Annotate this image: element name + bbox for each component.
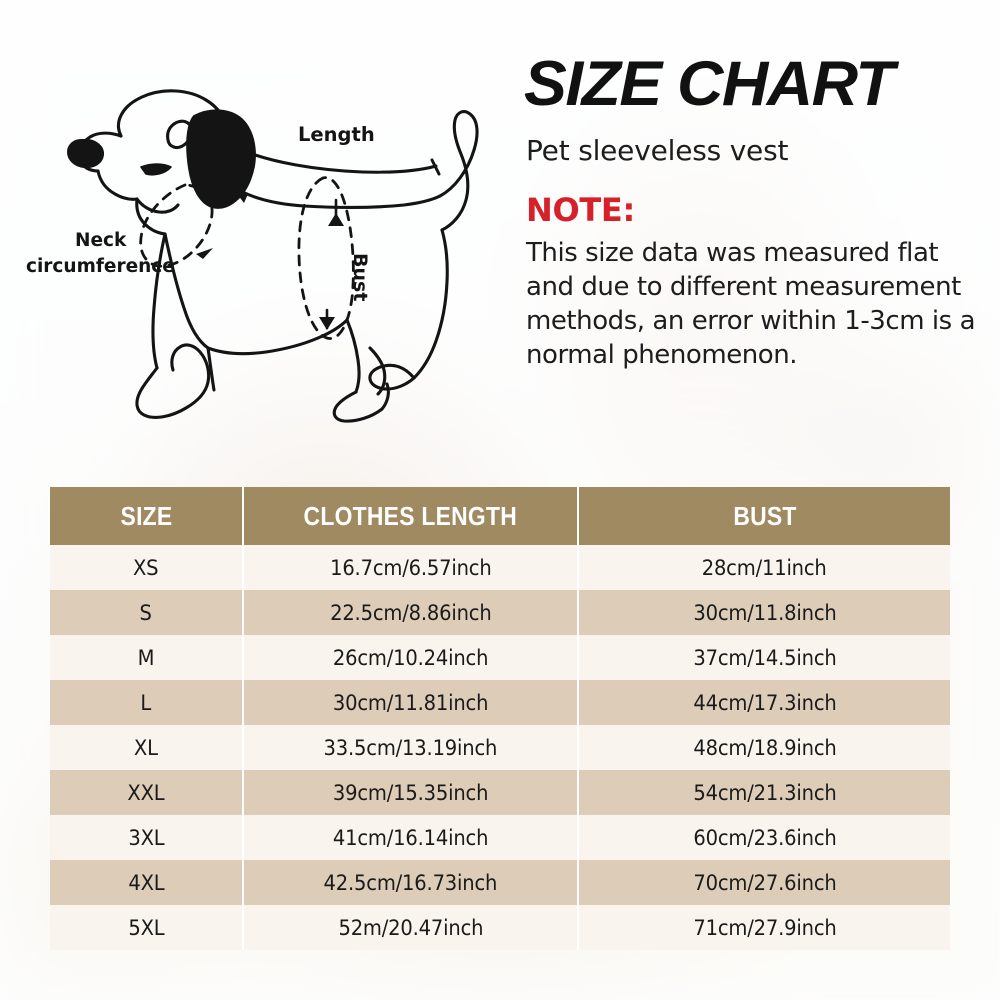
cell-size: M <box>50 635 244 680</box>
cell-clothes-length-text: 52m/20.47inch <box>338 915 483 940</box>
column-header-size-text: SIZE <box>120 500 172 531</box>
cell-clothes-length-text: 39cm/15.35inch <box>332 780 489 805</box>
cell-size: S <box>50 590 244 635</box>
cell-size: XXL <box>50 770 244 815</box>
cell-bust-text: 30cm/11.8inch <box>692 600 837 625</box>
cell-clothes-length: 42.5cm/16.73inch <box>243 860 579 905</box>
note-body: This size data was measured flat and due… <box>526 238 976 370</box>
table-row: M 26cm/10.24inch 37cm/14.5inch <box>50 635 950 680</box>
cell-size-text: 5XL <box>127 915 165 940</box>
table-row: XS 16.7cm/6.57inch 28cm/11inch <box>50 545 950 590</box>
cell-size-text: XS <box>133 555 159 580</box>
cell-bust-text: 60cm/23.6inch <box>692 825 837 850</box>
cell-clothes-length: 39cm/15.35inch <box>243 770 579 815</box>
table-row: 5XL 52m/20.47inch 71cm/27.9inch <box>50 905 950 950</box>
cell-size-text: XXL <box>127 780 165 805</box>
bust-label: Bust <box>349 253 371 301</box>
cell-size: XL <box>50 725 244 770</box>
cell-clothes-length: 22.5cm/8.86inch <box>243 590 579 635</box>
top-section: Length Neck circumference Bust SIZE CHAR… <box>0 0 1000 480</box>
page-title: SIZE CHART <box>524 49 895 119</box>
cell-size: 5XL <box>50 905 244 950</box>
cell-clothes-length-text: 30cm/11.81inch <box>332 690 489 715</box>
cell-bust: 44cm/17.3inch <box>578 680 950 725</box>
table-header-row: SIZE CLOTHES LENGTH BUST <box>50 487 950 545</box>
cell-clothes-length: 52m/20.47inch <box>243 905 579 950</box>
cell-bust-text: 71cm/27.9inch <box>692 915 837 940</box>
heading-block: SIZE CHART Pet sleeveless vest NOTE: Thi… <box>524 52 984 372</box>
cell-bust: 60cm/23.6inch <box>578 815 950 860</box>
table-header: SIZE CLOTHES LENGTH BUST <box>50 487 950 545</box>
cell-size-text: L <box>140 690 152 715</box>
cell-clothes-length-text: 41cm/16.14inch <box>332 825 489 850</box>
cell-bust: 37cm/14.5inch <box>578 635 950 680</box>
cell-bust-text: 48cm/18.9inch <box>692 735 837 760</box>
cell-bust: 70cm/27.6inch <box>578 860 950 905</box>
cell-bust-text: 28cm/11inch <box>702 555 827 580</box>
table-row: XXL 39cm/15.35inch 54cm/21.3inch <box>50 770 950 815</box>
cell-bust: 28cm/11inch <box>578 545 950 590</box>
cell-clothes-length: 30cm/11.81inch <box>243 680 579 725</box>
cell-clothes-length-text: 22.5cm/8.86inch <box>329 600 492 625</box>
cell-size: 3XL <box>50 815 244 860</box>
column-header-clothes-length-text: CLOTHES LENGTH <box>303 500 518 531</box>
cell-bust-text: 37cm/14.5inch <box>692 645 837 670</box>
table-row: L 30cm/11.81inch 44cm/17.3inch <box>50 680 950 725</box>
column-header-size: SIZE <box>50 487 244 545</box>
column-header-bust: BUST <box>578 487 950 545</box>
cell-clothes-length-text: 42.5cm/16.73inch <box>323 870 498 895</box>
note-label: NOTE: <box>526 191 635 230</box>
cell-size: L <box>50 680 244 725</box>
page-subtitle: Pet sleeveless vest <box>526 134 789 168</box>
cell-bust: 71cm/27.9inch <box>578 905 950 950</box>
length-label: Length <box>298 123 375 146</box>
cell-clothes-length: 41cm/16.14inch <box>243 815 579 860</box>
size-chart-table: SIZE CLOTHES LENGTH BUST XS 16.7cm/6.57i… <box>50 487 950 950</box>
cell-size: 4XL <box>50 860 244 905</box>
cell-bust: 54cm/21.3inch <box>578 770 950 815</box>
cell-size-text: XL <box>134 735 158 760</box>
cell-bust-text: 70cm/27.6inch <box>692 870 837 895</box>
table-row: XL 33.5cm/13.19inch 48cm/18.9inch <box>50 725 950 770</box>
column-header-bust-text: BUST <box>732 500 797 531</box>
table-row: 4XL 42.5cm/16.73inch 70cm/27.6inch <box>50 860 950 905</box>
cell-size: XS <box>50 545 244 590</box>
neck-label-line2: circumference <box>26 256 175 277</box>
cell-clothes-length-text: 16.7cm/6.57inch <box>329 555 492 580</box>
cell-clothes-length: 26cm/10.24inch <box>243 635 579 680</box>
table-row: 3XL 41cm/16.14inch 60cm/23.6inch <box>50 815 950 860</box>
cell-bust: 30cm/11.8inch <box>578 590 950 635</box>
cell-size-text: 3XL <box>127 825 165 850</box>
cell-clothes-length: 16.7cm/6.57inch <box>243 545 579 590</box>
cell-clothes-length-text: 26cm/10.24inch <box>332 645 489 670</box>
cell-size-text: S <box>139 600 153 625</box>
cell-clothes-length: 33.5cm/13.19inch <box>243 725 579 770</box>
cell-bust-text: 44cm/17.3inch <box>692 690 837 715</box>
table-row: S 22.5cm/8.86inch 30cm/11.8inch <box>50 590 950 635</box>
cell-size-text: 4XL <box>127 870 165 895</box>
table-body: XS 16.7cm/6.57inch 28cm/11inch S 22.5cm/… <box>50 545 950 950</box>
cell-clothes-length-text: 33.5cm/13.19inch <box>323 735 498 760</box>
neck-label-line1: Neck <box>75 230 127 251</box>
column-header-clothes-length: CLOTHES LENGTH <box>243 487 579 545</box>
cell-size-text: M <box>137 645 155 670</box>
cell-bust-text: 54cm/21.3inch <box>692 780 837 805</box>
dog-measurement-illustration: Length Neck circumference Bust <box>18 48 528 448</box>
cell-bust: 48cm/18.9inch <box>578 725 950 770</box>
